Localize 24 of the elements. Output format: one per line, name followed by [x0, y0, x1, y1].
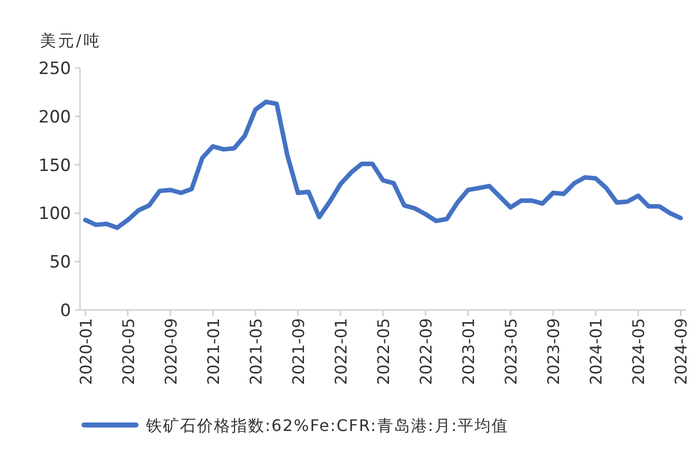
x-tick-label: 2022-09	[416, 318, 436, 385]
line-series	[83, 100, 683, 230]
y-axis-title: 美元/吨	[40, 31, 102, 50]
x-tick-label: 2021-01	[204, 318, 223, 385]
x-tick-label: 2022-01	[331, 318, 350, 385]
x-tick-label: 2024-05	[629, 318, 648, 385]
y-tick-label: 250	[38, 59, 71, 79]
y-tick-label: 200	[38, 107, 71, 128]
y-tick-label: 0	[60, 301, 71, 321]
x-tick-label: 2020-05	[118, 318, 138, 385]
x-tick-label: 2023-05	[502, 318, 521, 385]
x-tick-label: 2020-09	[161, 318, 180, 385]
legend-label: 铁矿石价格指数:62%Fe:CFR:青岛港:月:平均值	[145, 416, 509, 435]
x-tick-label: 2022-05	[374, 318, 393, 385]
x-tick-label: 2023-09	[544, 318, 564, 385]
y-tick-label: 50	[49, 252, 71, 273]
x-tick-label: 2024-01	[586, 318, 606, 385]
y-tick-label: 100	[38, 204, 71, 224]
x-tick-label: 2020-01	[76, 318, 96, 385]
x-tick-label: 2021-09	[288, 318, 308, 385]
x-tick-label: 2024-09	[672, 318, 691, 385]
x-tick-label: 2021-05	[246, 318, 266, 385]
y-tick-label: 150	[38, 156, 71, 176]
x-tick-label: 2023-01	[459, 318, 478, 385]
